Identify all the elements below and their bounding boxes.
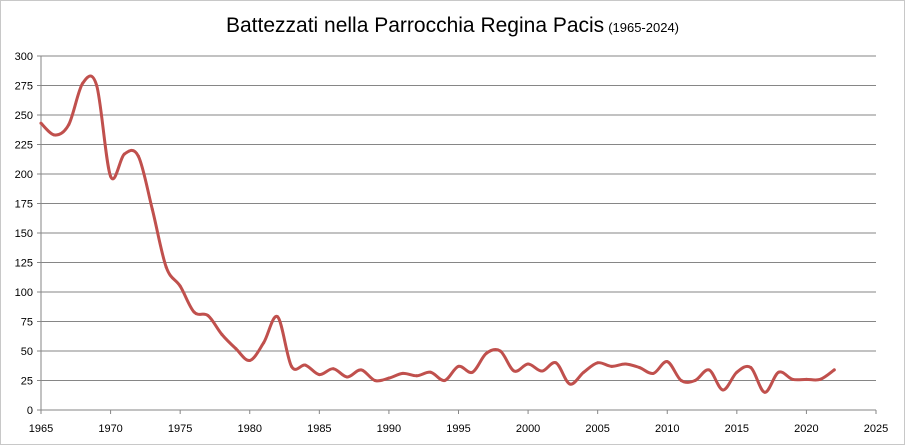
- data-point: [192, 310, 196, 314]
- data-point: [150, 207, 154, 211]
- data-point: [373, 379, 377, 382]
- data-point: [457, 364, 460, 368]
- data-point: [415, 374, 419, 378]
- y-tick-label: 275: [15, 81, 33, 93]
- data-point: [498, 349, 502, 353]
- data-point: [220, 332, 224, 336]
- gridlines: [41, 55, 876, 381]
- data-point: [109, 174, 113, 178]
- data-point: [484, 351, 488, 355]
- data-point: [123, 152, 126, 156]
- x-tick-label: 2015: [725, 423, 749, 435]
- chart-title-main: Battezzati nella Parrocchia Regina Pacis: [225, 14, 605, 37]
- x-tick-label: 2020: [794, 423, 818, 435]
- data-point: [178, 284, 182, 288]
- x-tick-label: 2025: [864, 423, 888, 435]
- data-point: [568, 382, 572, 386]
- data-point: [679, 379, 683, 382]
- data-point: [791, 377, 794, 381]
- data-point: [206, 314, 210, 318]
- data-point: [512, 369, 516, 373]
- y-tick-label: 225: [15, 140, 33, 152]
- x-tick-labels: 1965 1970 1975 1980 1985 1990 1995 2000 2005 2010…: [29, 423, 888, 435]
- data-point: [67, 122, 71, 126]
- y-tick-label: 250: [15, 110, 33, 122]
- data-point: [665, 360, 669, 364]
- y-tick-label: 200: [15, 169, 33, 181]
- x-tick-label: 1980: [238, 423, 262, 435]
- y-tick-label: 100: [15, 287, 33, 299]
- data-point: [651, 371, 655, 375]
- x-tick-label: 2000: [516, 423, 540, 435]
- data-point: [81, 81, 85, 85]
- axes: [37, 55, 877, 414]
- data-point: [763, 390, 767, 394]
- data-point: [693, 379, 697, 382]
- y-tick-label: 300: [15, 51, 33, 63]
- data-point: [429, 370, 433, 374]
- data-point: [749, 366, 753, 370]
- x-tick-label: 1990: [377, 423, 401, 435]
- y-tick-labels: 0 25 50 75 100 125 150 175 200 225 250 275 300: [15, 51, 33, 417]
- data-point: [53, 133, 57, 137]
- y-tick-label: 75: [21, 317, 33, 329]
- data-point: [303, 363, 307, 367]
- x-tick-label: 2010: [655, 423, 679, 435]
- data-point: [345, 375, 349, 379]
- data-point: [540, 369, 544, 373]
- data-point: [735, 370, 739, 374]
- data-point: [95, 84, 99, 87]
- data-point: [804, 377, 808, 381]
- data-point: [276, 315, 280, 319]
- x-tick-label: 1970: [98, 423, 122, 435]
- data-point: [136, 154, 140, 158]
- y-tick-label: 50: [21, 346, 33, 358]
- data-point: [387, 376, 391, 380]
- y-tick-label: 0: [27, 405, 33, 417]
- x-tick-label: 1985: [307, 423, 331, 435]
- y-tick-label: 175: [15, 199, 33, 211]
- chart-title: Battezzati nella Parrocchia Regina Pacis…: [0, 14, 905, 38]
- data-points: [39, 81, 836, 394]
- data-point: [721, 388, 725, 392]
- y-tick-label: 150: [15, 228, 33, 240]
- data-point: [234, 347, 238, 351]
- y-tick-label: 25: [21, 376, 33, 388]
- data-point: [401, 371, 405, 375]
- x-tick-label: 1965: [29, 423, 53, 435]
- data-point: [39, 121, 43, 125]
- data-point: [554, 361, 558, 365]
- data-point: [359, 368, 363, 372]
- series: [39, 74, 836, 394]
- series-line: [39, 74, 836, 394]
- data-point: [331, 367, 335, 371]
- data-point: [777, 370, 781, 374]
- data-point: [637, 366, 641, 370]
- x-tick-label: 2005: [585, 423, 609, 435]
- x-tick-label: 1995: [446, 423, 470, 435]
- x-tick-label: 1975: [168, 423, 192, 435]
- data-point: [470, 370, 474, 374]
- data-point: [164, 265, 168, 269]
- y-tick-label: 125: [15, 258, 33, 270]
- data-point: [596, 361, 600, 365]
- data-point: [262, 341, 266, 345]
- data-point: [582, 370, 586, 374]
- chart-subtitle: (1965-2024): [608, 20, 680, 35]
- data-point: [317, 373, 321, 377]
- data-point: [610, 364, 614, 368]
- data-point: [290, 364, 293, 368]
- data-point: [624, 362, 627, 366]
- data-point: [248, 358, 252, 362]
- data-point: [707, 368, 711, 372]
- data-point: [818, 377, 822, 381]
- data-point: [526, 362, 530, 366]
- data-point: [832, 368, 836, 372]
- data-point: [443, 379, 447, 382]
